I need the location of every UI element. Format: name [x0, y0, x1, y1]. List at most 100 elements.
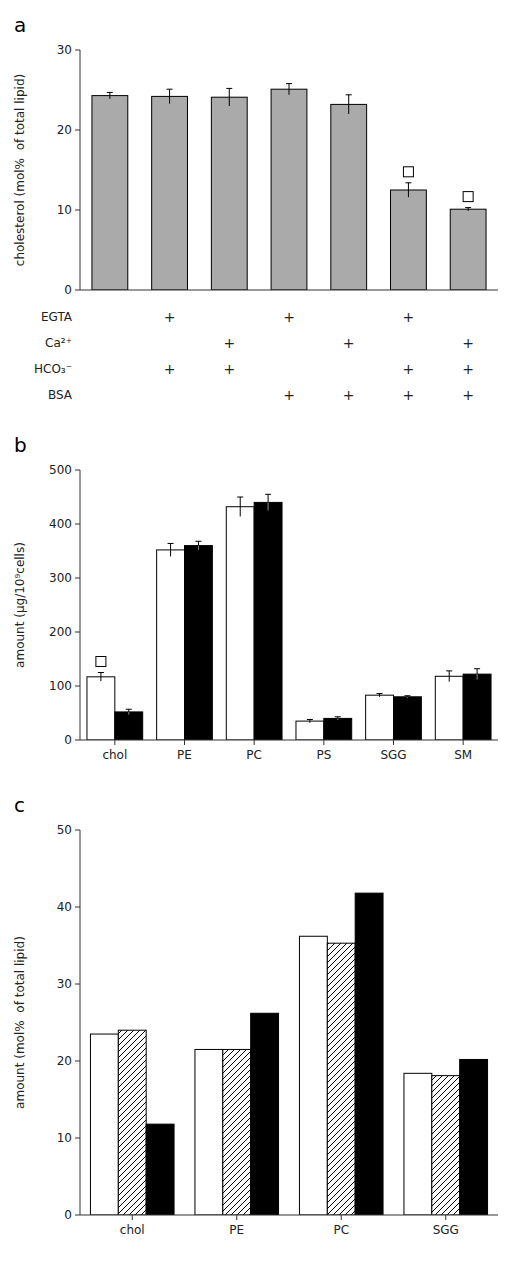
plot-area	[90, 893, 487, 1215]
bar	[460, 1059, 488, 1215]
condition-cell: +	[462, 361, 474, 377]
error-line	[289, 89, 290, 95]
bar	[463, 674, 491, 740]
bar	[327, 943, 355, 1215]
panel-label: b	[14, 433, 27, 457]
error-line	[348, 104, 349, 114]
y-tick-label: 10	[57, 1131, 72, 1145]
bar	[118, 1030, 146, 1215]
error-cap	[167, 89, 173, 90]
bar	[299, 936, 327, 1215]
condition-name: Ca²⁺	[45, 336, 72, 350]
error-bar	[465, 208, 471, 211]
panel-label: c	[14, 793, 25, 817]
conditions-table: EGTA+++Ca²⁺+++HCO₃⁻++++BSA++++	[34, 309, 474, 403]
error-cap	[126, 709, 132, 710]
error-line	[170, 550, 171, 556]
y-tick-label: 300	[49, 571, 72, 585]
x-tick-label: PE	[229, 1223, 244, 1237]
bar	[226, 507, 254, 740]
bar	[435, 676, 463, 740]
error-cap	[307, 719, 313, 720]
y-tick-label: 200	[49, 625, 72, 639]
bar	[195, 1049, 223, 1215]
y-tick	[75, 470, 80, 471]
bar	[87, 677, 115, 740]
error-bar	[98, 673, 104, 682]
error-cap	[226, 88, 232, 89]
panel: 01020304050cholPEPCSGGamount (mol% of to…	[13, 793, 498, 1237]
condition-cell: +	[462, 387, 474, 403]
x-tick	[463, 740, 464, 745]
figure: 0 10 20 30 cholesterol (mol% of total lipid)…	[0, 0, 513, 1280]
error-bar	[167, 89, 173, 103]
y-tick-label: 20	[57, 123, 72, 137]
condition-cell: +	[343, 387, 355, 403]
x-tick-label: SGG	[380, 748, 406, 762]
x-tick-label: SGG	[433, 1223, 459, 1237]
y-tick	[75, 830, 80, 831]
error-bar	[405, 183, 411, 197]
error-line	[289, 84, 290, 90]
error-line	[109, 96, 110, 99]
condition-cell: +	[164, 309, 176, 325]
x-tick	[184, 740, 185, 745]
error-bar	[168, 543, 174, 556]
y-tick-label: 400	[49, 517, 72, 531]
error-line	[268, 494, 269, 502]
bar	[251, 1013, 279, 1215]
error-line	[100, 673, 101, 677]
y-tick	[75, 740, 80, 741]
error-cap	[335, 716, 341, 717]
y-tick-label: 30	[57, 43, 72, 57]
y-tick-label: 100	[49, 679, 72, 693]
error-line	[240, 507, 241, 517]
error-cap	[195, 541, 201, 542]
y-axis-label: amount (mol% of total lipid)	[13, 936, 27, 1109]
bar	[366, 695, 394, 740]
error-cap	[168, 543, 174, 544]
error-line	[240, 497, 241, 507]
error-line	[169, 96, 170, 103]
bar	[254, 502, 282, 740]
error-line	[268, 502, 269, 510]
error-line	[170, 543, 171, 549]
error-bar	[404, 696, 410, 698]
x-axis	[80, 740, 498, 741]
error-cap	[265, 494, 271, 495]
y-tick	[75, 524, 80, 525]
error-bar	[195, 541, 201, 550]
error-line	[198, 541, 199, 545]
y-tick-label: 10	[57, 203, 72, 217]
error-line	[128, 712, 129, 715]
error-line	[449, 676, 450, 681]
bar	[271, 89, 307, 290]
condition-cell: +	[403, 309, 415, 325]
y-tick-label: 0	[64, 733, 72, 747]
y-tick-label: 20	[57, 1054, 72, 1068]
error-line	[198, 546, 199, 550]
significance-marker	[96, 657, 106, 667]
y-tick-label: 0	[64, 283, 72, 297]
axes: 01020304050cholPEPCSGG	[57, 823, 498, 1237]
condition-cell: +	[283, 309, 295, 325]
y-tick	[75, 907, 80, 908]
condition-cell: +	[164, 361, 176, 377]
error-line	[379, 695, 380, 697]
condition-name: EGTA	[41, 310, 73, 324]
y-axis-label: cholesterol (mol% of total lipid)	[13, 74, 27, 266]
x-tick	[323, 740, 324, 745]
error-cap	[405, 182, 411, 183]
bar	[296, 721, 324, 740]
x-tick-label: PC	[246, 748, 262, 762]
panel: 0100200300400500cholPEPCPSSGGSMamount (μ…	[13, 433, 498, 762]
x-tick-label: PC	[333, 1223, 349, 1237]
error-cap	[98, 672, 104, 673]
bar	[211, 97, 247, 290]
y-tick-label: 500	[49, 463, 72, 477]
y-tick	[75, 1138, 80, 1139]
x-tick-label: chol	[120, 1223, 145, 1237]
error-cap	[107, 92, 113, 93]
error-line	[337, 718, 338, 720]
error-bar	[226, 88, 232, 106]
